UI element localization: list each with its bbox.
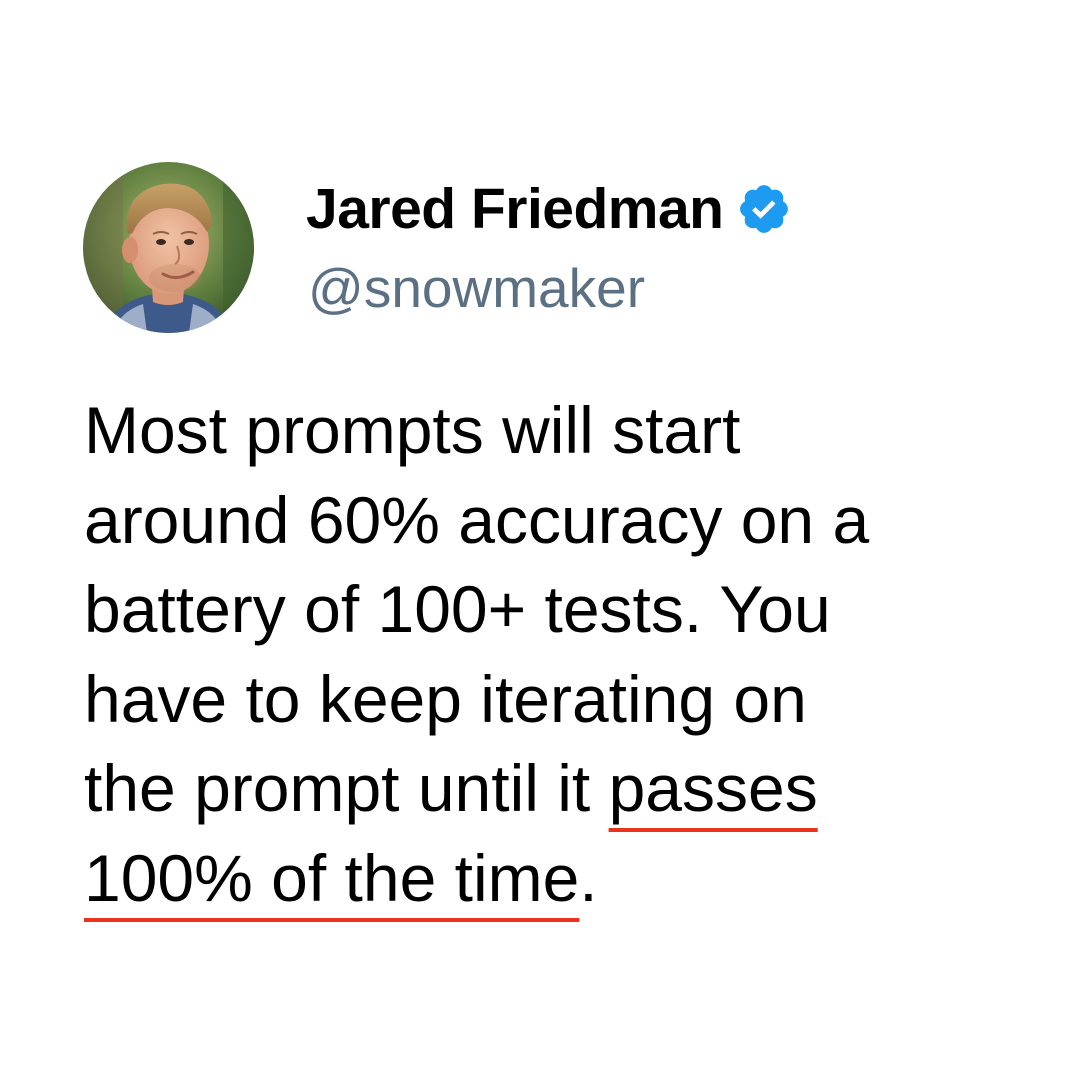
tweet-line: Most prompts will start	[84, 393, 741, 467]
author-handle[interactable]: @snowmaker	[308, 257, 646, 319]
verified-badge-icon	[736, 181, 792, 237]
underlined-emphasis: passes	[608, 751, 818, 825]
tweet-line: the prompt until it passes	[84, 744, 1044, 834]
avatar-photo	[83, 162, 254, 333]
tweet-text: Most prompts will start around 60% accur…	[84, 386, 1044, 923]
author-display-name[interactable]: Jared Friedman	[306, 177, 724, 241]
underlined-emphasis: 100% of the time	[84, 840, 580, 915]
author-name-row: Jared Friedman	[306, 176, 792, 242]
tweet-line-text: the prompt until it	[84, 751, 609, 825]
tweet-line: battery of 100+ tests. You	[84, 572, 831, 646]
avatar[interactable]	[83, 162, 254, 333]
tweet-line: around 60% accuracy on a	[84, 482, 870, 557]
tweet-line: 100% of the time.	[84, 834, 1044, 924]
trailing-period: .	[579, 840, 598, 915]
tweet-line: have to keep iterating on	[84, 661, 807, 736]
